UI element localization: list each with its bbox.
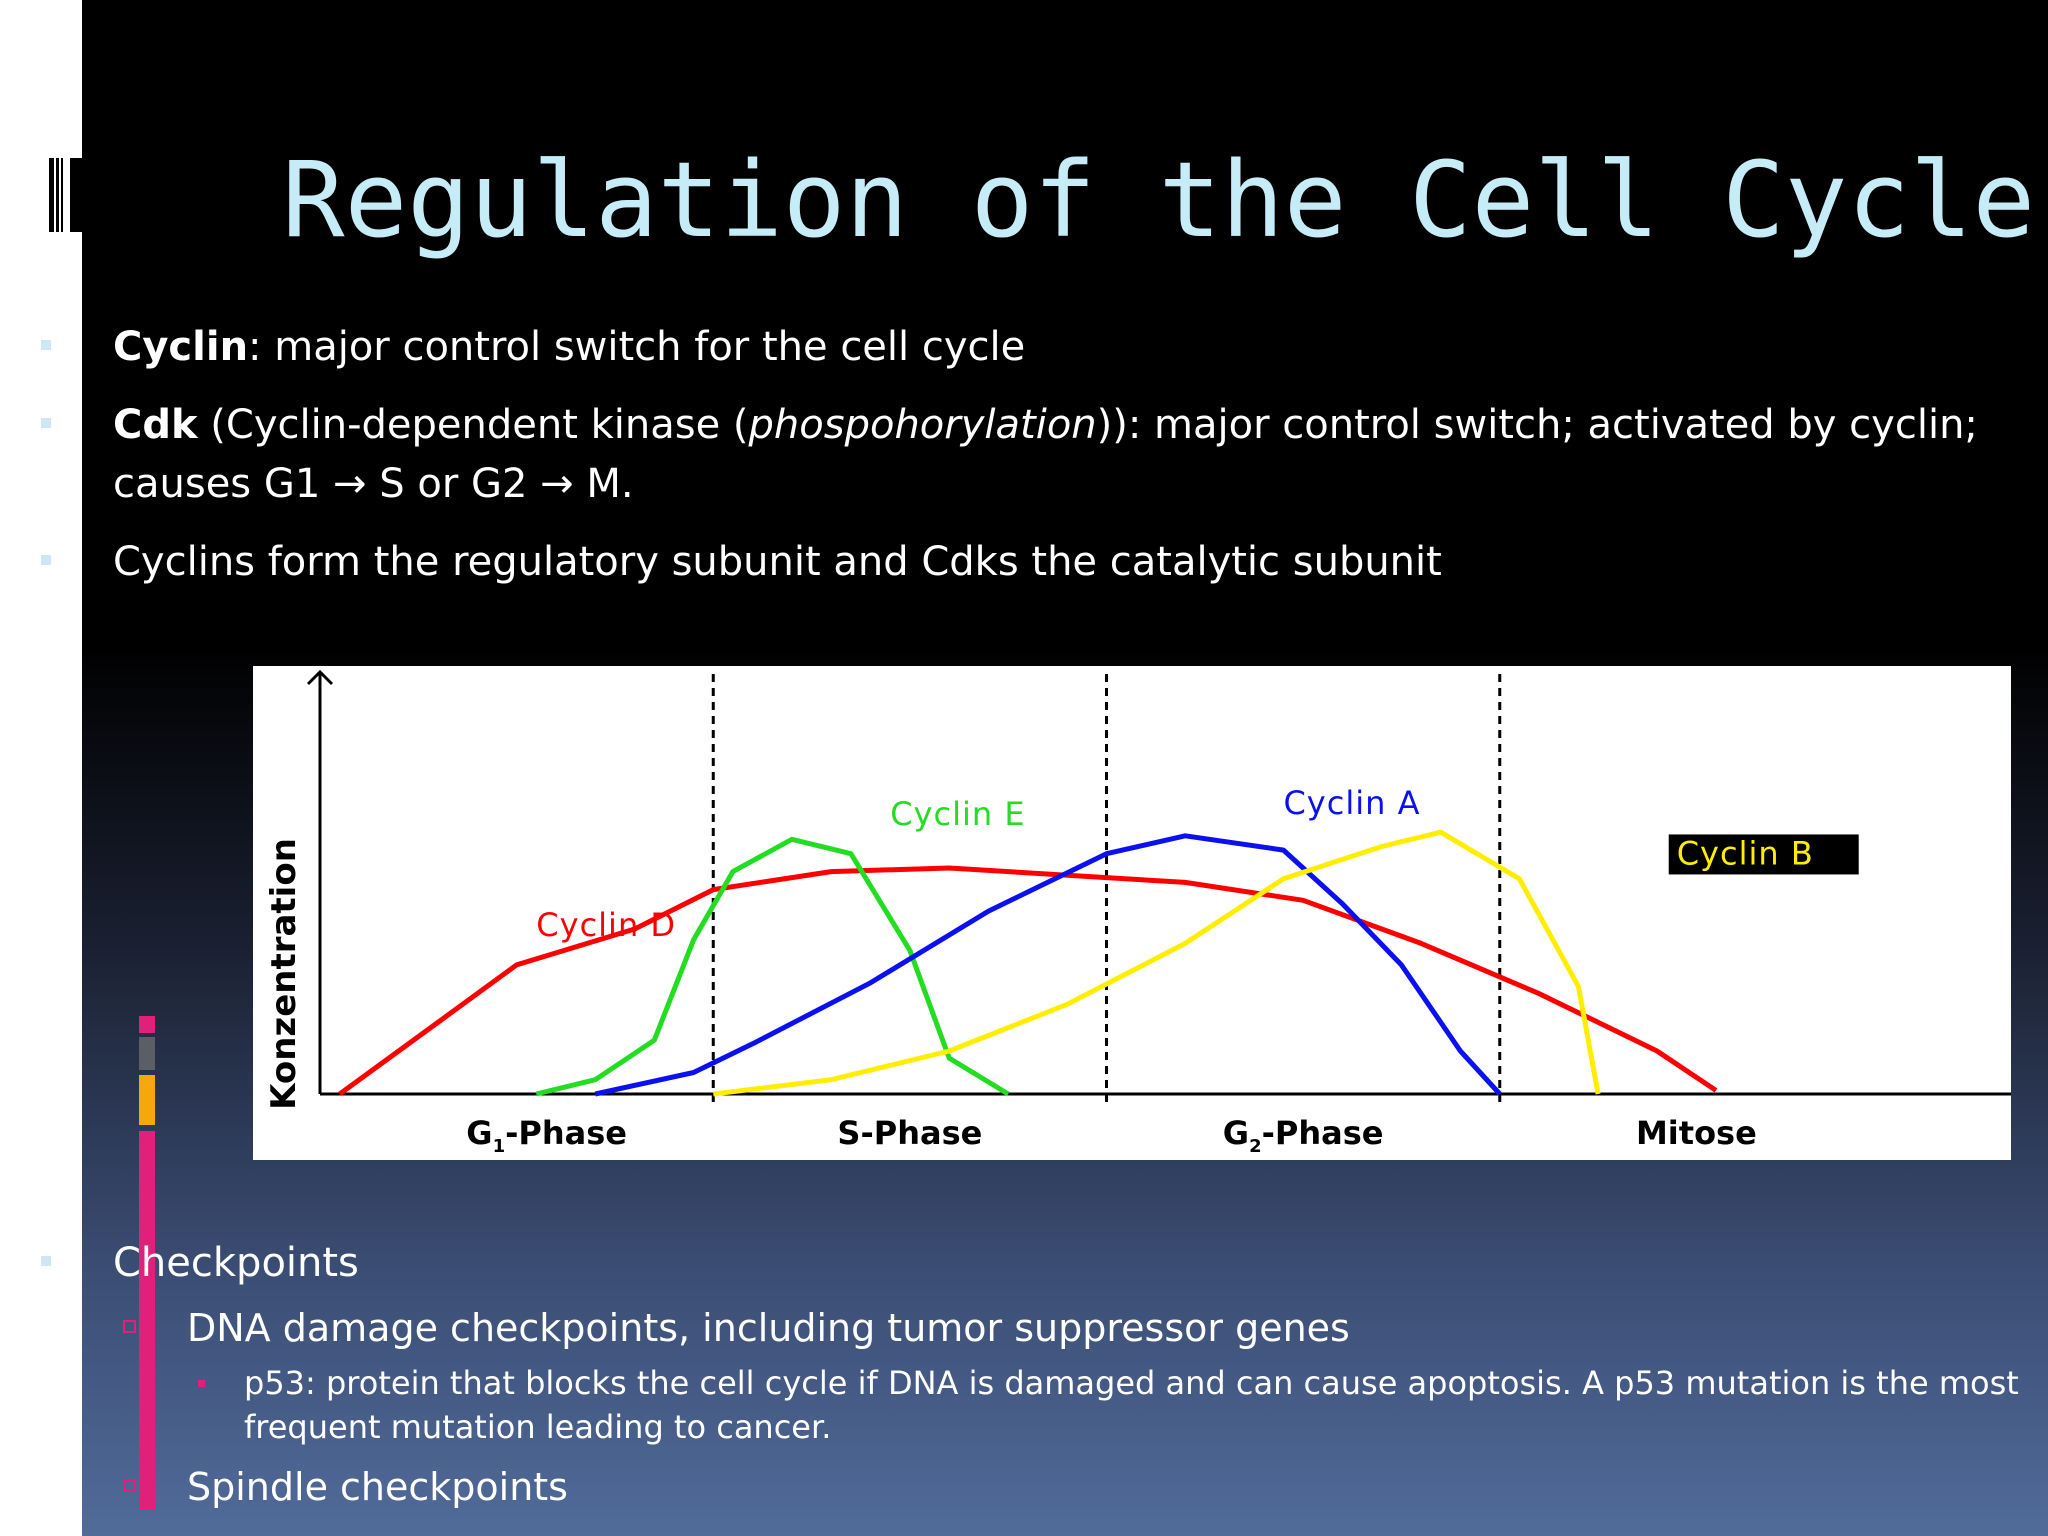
bullet-marker bbox=[41, 418, 51, 428]
bullet-cyclins-subunits: Cyclins form the regulatory subunit and … bbox=[113, 539, 1442, 585]
bullet-marker bbox=[41, 1256, 51, 1266]
p53-description-line2: frequent mutation leading to cancer. bbox=[244, 1408, 832, 1446]
cyclin-d-label: Cyclin D bbox=[536, 906, 676, 944]
y-axis-arrow bbox=[306, 669, 334, 686]
phase-label: S-Phase bbox=[837, 1114, 982, 1152]
term-cyclin: Cyclin bbox=[113, 324, 249, 370]
title-stripe-decoration bbox=[70, 158, 82, 232]
sub-bullet-marker bbox=[123, 1479, 136, 1492]
accent-block bbox=[139, 1075, 155, 1125]
spindle-checkpoints: Spindle checkpoints bbox=[187, 1465, 568, 1509]
p53-description-line1: p53: protein that blocks the cell cycle … bbox=[244, 1364, 2019, 1402]
phase-label: G2-Phase bbox=[1223, 1114, 1384, 1157]
sub-bullet-marker bbox=[123, 1320, 136, 1333]
cyclin-a-label: Cyclin A bbox=[1283, 784, 1420, 822]
term-cdk: Cdk bbox=[113, 402, 198, 448]
phase-label: G1-Phase bbox=[466, 1114, 627, 1157]
title-stripe-decoration bbox=[49, 158, 54, 232]
bullet-marker bbox=[41, 340, 51, 350]
dna-damage-checkpoints: DNA damage checkpoints, including tumor … bbox=[187, 1306, 1350, 1350]
title-stripe-decoration bbox=[61, 158, 63, 232]
cyclin-e-line bbox=[535, 836, 1010, 1097]
bullet-cdk-text: )): major control switch; activated by c… bbox=[1096, 402, 1978, 448]
slide-title: Regulation of the Cell Cycle bbox=[282, 139, 2036, 261]
left-margin bbox=[0, 0, 82, 1536]
bullet-cyclin-text: : major control switch for the cell cycl… bbox=[248, 324, 1026, 370]
bullet-cdk-line2: causes G1 → S or G2 → M. bbox=[113, 461, 634, 507]
cyclin-a-line bbox=[594, 833, 1502, 1097]
accent-block bbox=[139, 1037, 155, 1070]
cyclin-e-label: Cyclin E bbox=[890, 795, 1025, 833]
bullet-cyclin: Cyclin: major control switch for the cel… bbox=[113, 318, 1025, 376]
checkpoints-heading: Checkpoints bbox=[113, 1240, 359, 1286]
sub-sub-bullet-marker bbox=[198, 1380, 205, 1387]
title-stripe-decoration bbox=[56, 158, 59, 232]
chart-canvas: Konzentration Cyclin D Cyclin E Cyclin A Cyc… bbox=[264, 669, 2011, 1157]
bullet-cdk-italic: phospohorylation bbox=[748, 402, 1097, 448]
bullet-marker bbox=[41, 555, 51, 565]
cyclin-concentration-chart: Konzentration Cyclin D Cyclin E Cyclin A Cyc… bbox=[253, 666, 2011, 1160]
cyclin-d-line bbox=[338, 865, 1718, 1097]
phase-label: Mitose bbox=[1636, 1114, 1757, 1152]
cyclin-b-line bbox=[712, 829, 1601, 1097]
slide: Regulation of the Cell Cycle Cyclin: maj… bbox=[41, 0, 2048, 1536]
bullet-cdk: Cdk (Cyclin-dependent kinase (phospohory… bbox=[113, 396, 1978, 454]
bullet-cdk-text: (Cyclin-dependent kinase ( bbox=[197, 402, 749, 448]
y-axis-label: Konzentration bbox=[264, 838, 304, 1110]
accent-block bbox=[139, 1016, 155, 1033]
cyclin-b-label-box bbox=[1668, 834, 1859, 875]
accent-block bbox=[139, 1131, 155, 1509]
cyclin-b-label: Cyclin B bbox=[1677, 834, 1814, 872]
